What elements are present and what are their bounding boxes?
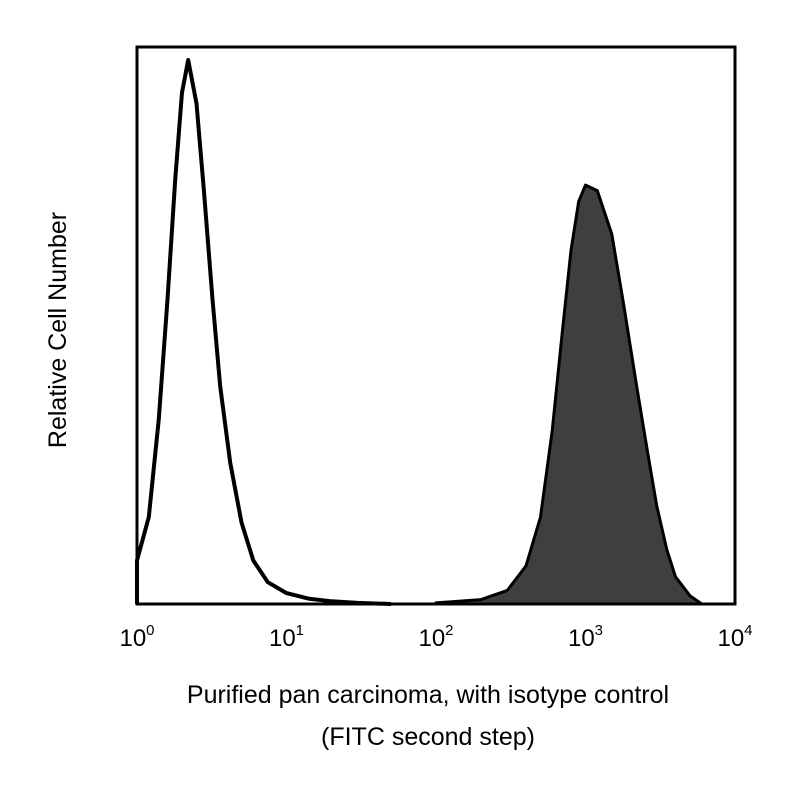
filled-histogram-series — [434, 183, 703, 606]
plot-frame — [135, 45, 737, 606]
x-axis-label-line1: Purified pan carcinoma, with isotype con… — [187, 681, 669, 709]
outline-histogram-series — [135, 58, 392, 606]
x-tick-labels: 100 101 102 103 104 — [119, 622, 752, 652]
x-tick-label-1: 101 — [269, 622, 304, 652]
x-axis-label-line2: (FITC second step) — [321, 723, 535, 751]
series-layer — [135, 58, 703, 606]
x-tick-label-3: 103 — [568, 622, 603, 652]
x-tick-label-4: 104 — [717, 622, 752, 652]
x-tick-label-0: 100 — [119, 622, 154, 652]
x-tick-label-2: 102 — [418, 622, 453, 652]
y-axis-label: Relative Cell Number — [44, 212, 72, 448]
